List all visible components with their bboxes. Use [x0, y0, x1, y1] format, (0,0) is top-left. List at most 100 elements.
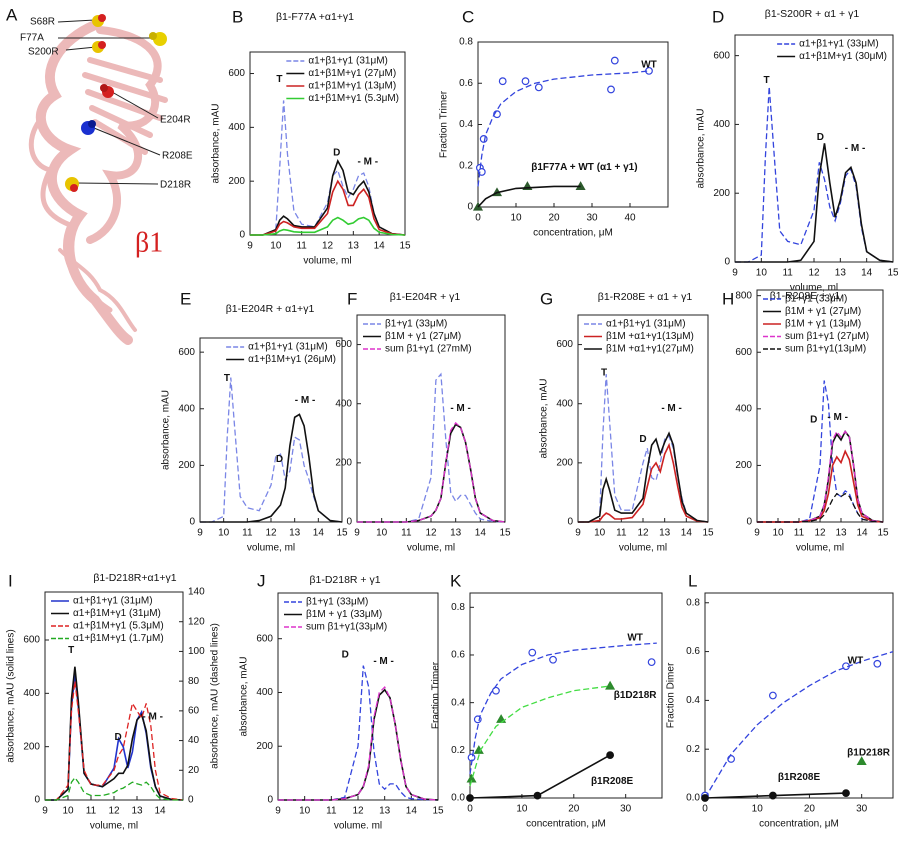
- x-tick-label: 30: [856, 804, 868, 815]
- x-tick-label: 12: [352, 806, 364, 817]
- x-tick-label: 12: [265, 528, 277, 539]
- chart-title: β1-D218R + γ1: [309, 574, 380, 586]
- x-axis-label: concentration, μM: [759, 819, 839, 830]
- x-tick-label: 20: [548, 213, 560, 224]
- series-line: [45, 666, 184, 801]
- point: [842, 789, 850, 798]
- x-tick-label: 11: [326, 806, 337, 817]
- series-line: [200, 413, 343, 523]
- x-tick-label: 10: [299, 806, 311, 817]
- x-tick-label: 30: [620, 804, 632, 815]
- annotation: β1R208E: [778, 772, 821, 783]
- x-tick-label: 10: [752, 804, 764, 815]
- point: [492, 686, 500, 695]
- y-tick-label: 0.2: [459, 160, 473, 171]
- annotation: WT: [627, 633, 643, 644]
- x-tick-label: 30: [586, 213, 598, 224]
- y-axis-label: absorbance, mAU: [211, 103, 222, 183]
- series-line: [757, 430, 884, 523]
- legend: α1+β1+γ1 (31μM)α1+β1M+γ1 (27μM) α1+β1M+γ1…: [286, 56, 399, 104]
- series-line: [757, 492, 884, 523]
- x-tick-label: 10: [594, 528, 606, 539]
- x-tick-label: 10: [772, 528, 784, 539]
- panel-label: I: [8, 571, 13, 590]
- annotation: β1D218R: [614, 690, 658, 701]
- legend-label: α1+β1+γ1 (31μM): [248, 342, 328, 353]
- legend-label: sum β1+γ1(33μM): [306, 622, 387, 633]
- plot-frame: [734, 34, 894, 263]
- y2-tick-label: 0: [188, 795, 194, 806]
- annotation: β1R208E: [591, 776, 634, 787]
- x-tick-label: 13: [659, 528, 671, 539]
- x-tick-label: 15: [877, 528, 889, 539]
- y-tick-label: 400: [228, 122, 245, 133]
- x-tick-label: 9: [754, 528, 760, 539]
- x-tick-label: 15: [702, 528, 714, 539]
- y-tick-label: 0: [239, 230, 245, 241]
- x-tick-label: 10: [270, 241, 282, 252]
- panel-label: C: [462, 7, 474, 26]
- annotation: WT: [641, 60, 657, 71]
- point: [479, 135, 488, 143]
- legend-label: β1+γ1 (33μM): [306, 597, 368, 608]
- series-line: [757, 380, 884, 523]
- residue-spheres: [65, 14, 167, 192]
- annotation: D: [817, 132, 824, 143]
- y-tick-label: 0.2: [451, 745, 465, 756]
- x-tick-label: 9: [732, 268, 738, 279]
- legend-label: β1M +α1+γ1(13μM): [606, 331, 694, 342]
- y-tick-label: 0.8: [451, 602, 465, 613]
- chart-panel: 9 10 11 12 13 14 15 0 200 400 600 Eβ1-E204R + α1+γ1…: [161, 289, 348, 553]
- x-axis-label: concentration, μM: [526, 819, 606, 830]
- residue-label: S200R: [28, 47, 59, 58]
- chart-title: β1-D218R+α1+γ1: [93, 572, 176, 584]
- legend: α1+β1+γ1 (31μM)β1M +α1+γ1(13μM) β1M +α1+γ…: [584, 319, 694, 355]
- legend: α1+β1+γ1 (31μM)α1+β1M+γ1 (31μM) α1+β1M+γ1…: [51, 596, 164, 644]
- series-line: [469, 642, 657, 775]
- y2-tick-label: 20: [188, 765, 200, 776]
- y-tick-label: 200: [228, 176, 245, 187]
- x-tick-label: 9: [42, 806, 48, 817]
- series-line: [45, 681, 184, 801]
- y-tick-label: 0.6: [459, 78, 473, 89]
- x-tick-label: 13: [131, 806, 143, 817]
- legend-label: β1M + γ1 (33μM): [306, 609, 382, 620]
- x-tick-label: 15: [336, 528, 348, 539]
- x-tick-label: 10: [376, 528, 388, 539]
- point: [873, 659, 882, 668]
- legend-label: β1M + γ1 (13μM): [785, 319, 861, 330]
- x-tick-label: 13: [348, 241, 360, 252]
- series-line: [757, 429, 884, 523]
- x-tick-label: 10: [510, 213, 522, 224]
- annotation: T: [276, 74, 282, 85]
- annotation: D: [810, 415, 817, 426]
- x-tick-label: 12: [808, 268, 820, 279]
- y-tick-label: 200: [556, 457, 573, 468]
- legend-label: α1+β1M+γ1 (13μM): [308, 81, 396, 92]
- y-tick-label: 0: [346, 517, 352, 528]
- panel-label: G: [540, 289, 553, 308]
- point: [549, 655, 557, 664]
- y-tick-label: 0: [746, 517, 752, 528]
- x-tick-label: 11: [782, 268, 793, 279]
- series-line: [200, 377, 343, 523]
- y-tick-label: 200: [178, 460, 195, 471]
- annotation: - M -: [827, 412, 848, 423]
- chart-title: β1-R208E + γ1: [770, 290, 841, 302]
- x-tick-label: 40: [624, 213, 636, 224]
- annotation: - M -: [845, 143, 866, 154]
- y2-tick-label: 40: [188, 735, 200, 746]
- x-tick-label: 14: [154, 806, 166, 817]
- x-axis-label: volume, ml: [407, 543, 455, 554]
- x-tick-label: 11: [296, 241, 307, 252]
- panel-label: B: [232, 7, 243, 26]
- series-line: [250, 159, 406, 236]
- x-axis-label: volume, ml: [247, 543, 295, 554]
- point: [606, 751, 615, 759]
- point: [498, 77, 507, 86]
- y-axis-label: absorbance, mAU: [239, 656, 250, 736]
- y-axis-label: absorbance, mAU: [161, 390, 172, 470]
- annotation: D: [276, 454, 283, 465]
